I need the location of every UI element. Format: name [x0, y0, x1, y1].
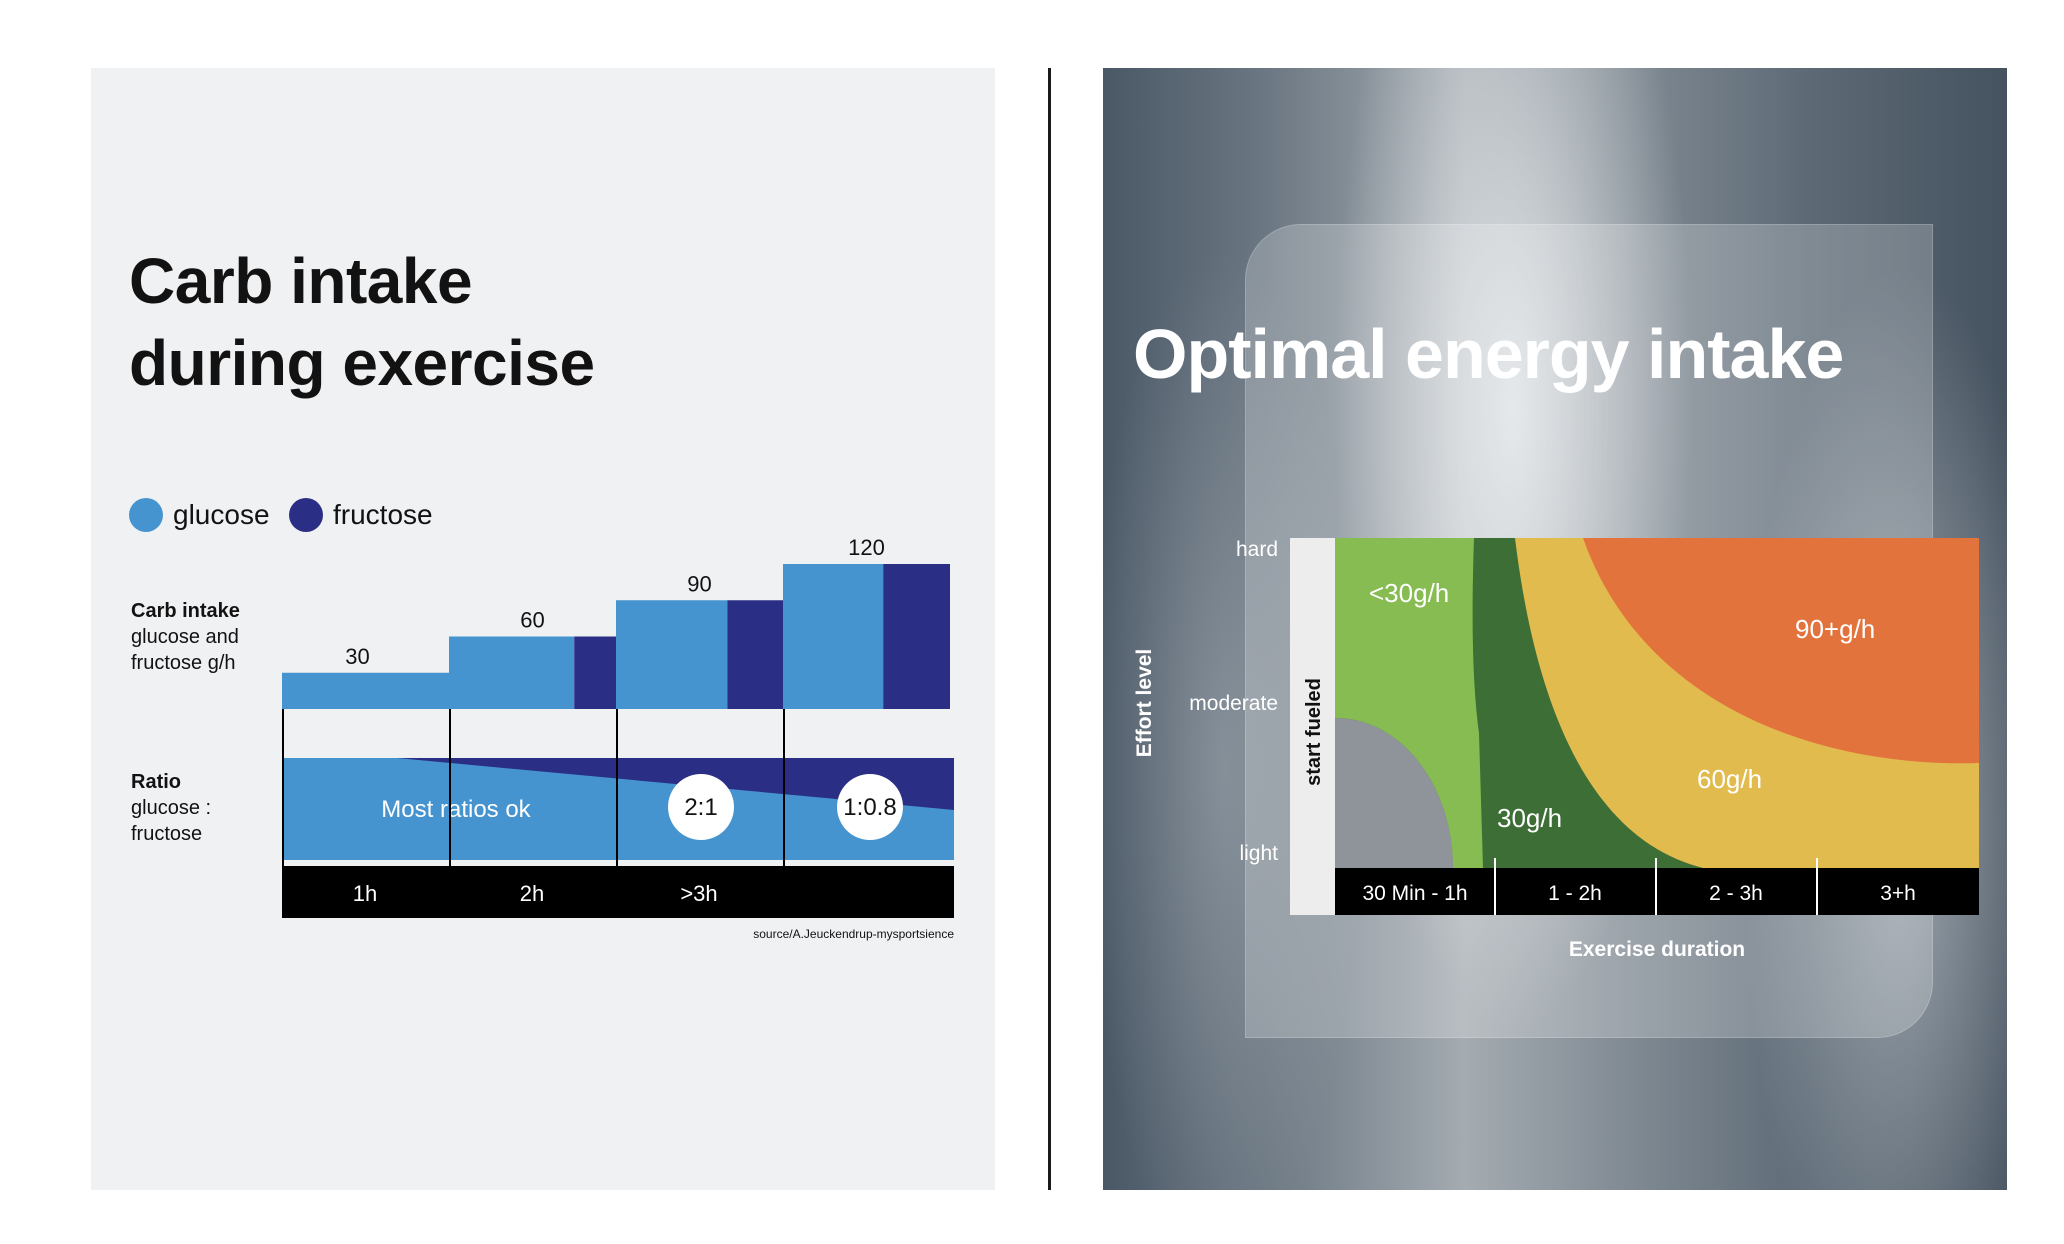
start-fueled-strip: [1290, 538, 1335, 915]
fructose-swatch: [289, 498, 323, 532]
carb-intake-label-bold: Carb intake: [131, 600, 240, 622]
bar-glucose-3: [616, 600, 728, 709]
zone-label-30: 30g/h: [1497, 803, 1562, 833]
zone-label-60: 60g/h: [1697, 764, 1762, 794]
carb-intake-chart: 30 60 90 120 Most ratios ok 2:1 1:0.8 1h 2h…: [282, 535, 954, 918]
legend-fructose: fructose: [289, 498, 433, 532]
effort-axis-title: Effort level: [1133, 649, 1156, 758]
bar-glucose-2: [449, 636, 575, 709]
duration-label-4: 3+h: [1880, 882, 1916, 905]
bar-total-label-2: 60: [520, 608, 544, 633]
carb-intake-title: Carb intake during exercise: [129, 245, 595, 399]
zone-light-gray: [1335, 718, 1453, 868]
duration-axis-title: Exercise duration: [1569, 938, 1745, 961]
ratio-badge-2-1-label: 2:1: [684, 794, 717, 821]
ratio-badge-1-08-label: 1:0.8: [843, 794, 896, 821]
source-credit: source/A.Jeuckendrup-mysportsience: [753, 927, 954, 941]
bar-fructose-4: [883, 564, 950, 709]
time-label-3h: >3h: [680, 881, 717, 906]
glucose-swatch: [129, 498, 163, 532]
zone-label-90: 90+g/h: [1795, 614, 1875, 644]
ratio-badge-1-08: [837, 774, 903, 840]
bar-fructose-3: [727, 600, 783, 709]
ratio-label-line1: glucose :: [131, 797, 212, 819]
carb-intake-panel: Carb intake during exercise glucose fruc…: [91, 68, 995, 1190]
energy-intake-panel: Optimal energy intake Effort level hard …: [1103, 68, 2007, 1190]
bar-glucose-4: [783, 564, 884, 709]
time-label-1h: 1h: [353, 881, 377, 906]
zone-label-under-30: <30g/h: [1369, 578, 1449, 608]
bar-fructose-2: [574, 636, 616, 709]
duration-label-3: 2 - 3h: [1709, 882, 1763, 905]
energy-intake-chart: Effort level hard moderate light start f…: [1133, 538, 1979, 961]
time-label-2h: 2h: [520, 881, 544, 906]
carb-intake-label-line2: fructose g/h: [131, 652, 236, 674]
legend-fructose-label: fructose: [333, 499, 433, 530]
ratio-label-bold: Ratio: [131, 771, 181, 793]
legend-glucose: glucose: [129, 498, 270, 532]
panel-divider: [1048, 68, 1051, 1190]
ratio-text: Most ratios ok: [381, 796, 531, 823]
ratio-band-fructose: [397, 758, 954, 810]
ratio-label-line2: fructose: [131, 823, 203, 845]
bar-total-label-3: 90: [687, 571, 711, 596]
bar-glucose-1: [282, 672, 449, 709]
duration-label-2: 1 - 2h: [1548, 882, 1602, 905]
ratio-badge-2-1: [668, 774, 734, 840]
legend-glucose-label: glucose: [173, 499, 270, 530]
bar-total-label-1: 30: [345, 644, 369, 669]
effort-tick-hard: hard: [1236, 538, 1278, 561]
carb-intake-label-line1: glucose and: [131, 626, 239, 648]
effort-tick-light: light: [1239, 842, 1278, 865]
carb-intake-axis-label: Carb intake glucose and fructose g/h: [131, 598, 240, 676]
energy-intake-title: Optimal energy intake: [1133, 315, 1844, 393]
bar-total-label-4: 120: [848, 535, 885, 560]
zone-90-gh: [1583, 538, 1979, 764]
start-fueled-label: start fueled: [1303, 678, 1325, 786]
duration-label-1: 30 Min - 1h: [1362, 882, 1467, 905]
zone-under-30-gh: [1335, 538, 1483, 868]
ratio-axis-label: Ratio glucose : fructose: [131, 769, 211, 847]
effort-tick-moderate: moderate: [1189, 692, 1278, 715]
